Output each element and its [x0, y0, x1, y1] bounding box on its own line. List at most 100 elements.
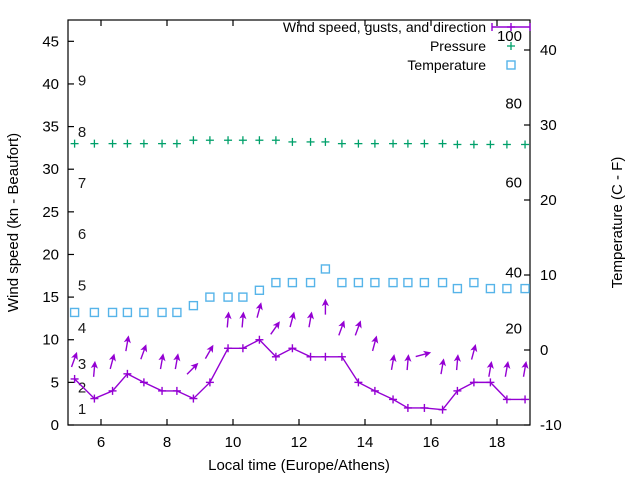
temperature-marker [388, 277, 398, 288]
y-tick-label: 35 [42, 119, 59, 136]
temperature-marker [107, 307, 118, 318]
beaufort-label: 2 [78, 380, 86, 397]
y-tick-label: 45 [42, 33, 59, 50]
x-tick-label: 8 [163, 434, 171, 451]
wind-direction-arrow [288, 311, 296, 328]
y-tick-label: 25 [42, 204, 59, 221]
temperature-marker [69, 307, 80, 318]
wind-direction-arrow [404, 354, 412, 371]
temperature-marker [437, 277, 448, 288]
fahrenheit-label: 40 [505, 264, 522, 281]
temperature-marker [502, 283, 512, 294]
wind-direction-arrow [371, 335, 379, 352]
beaufort-label: 8 [78, 124, 86, 141]
wind-direction-arrow [239, 311, 247, 328]
x-tick-label: 14 [357, 434, 374, 451]
plot-border [67, 19, 531, 426]
temperature-marker [485, 283, 496, 294]
temperature-marker [89, 307, 100, 318]
wind-direction-arrow [354, 320, 362, 336]
y-tick-label: 0 [51, 417, 59, 434]
beaufort-label: 1 [78, 401, 86, 418]
wind-direction-arrow [255, 302, 263, 318]
temperature-marker [506, 60, 516, 70]
y-tick-label: 20 [42, 246, 59, 263]
y2-tick-label: 40 [540, 42, 557, 59]
fahrenheit-label: 60 [505, 174, 522, 191]
y-axis-title: Wind speed (kn - Beaufort) [5, 133, 22, 312]
wind-direction-arrow [321, 298, 329, 315]
temperature-marker [157, 307, 167, 318]
wind-direction-arrow [415, 350, 432, 358]
temperature-marker [139, 307, 149, 318]
beaufort-label: 3 [78, 356, 86, 373]
temperature-marker [223, 292, 233, 302]
wind-direction-arrow [438, 358, 447, 375]
legend-label-2: Temperature [407, 57, 486, 73]
temperature-marker [419, 277, 430, 288]
temperature-marker [305, 277, 316, 288]
fahrenheit-label: 20 [505, 321, 522, 338]
wind-direction-arrow [486, 360, 494, 377]
temperature-marker [469, 277, 479, 288]
y-tick-label: 40 [42, 76, 59, 93]
y2-axis-title: Temperature (C - F) [609, 157, 626, 289]
wind-direction-arrow [389, 354, 397, 371]
wind-direction-arrow [470, 344, 478, 360]
x-tick-label: 6 [97, 434, 105, 451]
x-tick-label: 12 [291, 434, 308, 451]
temperature-marker [122, 307, 133, 318]
wind-direction-arrow [338, 320, 346, 336]
fahrenheit-label: 100 [497, 28, 522, 45]
temperature-marker [254, 285, 265, 295]
x-axis-title: Local time (Europe/Athens) [208, 457, 390, 474]
wind-direction-arrow [158, 353, 166, 370]
temperature-marker [337, 277, 347, 288]
wind-speed-line [74, 338, 526, 411]
x-tick-label: 10 [225, 434, 242, 451]
wind-direction-arrow [140, 344, 148, 360]
beaufort-label: 7 [78, 175, 86, 192]
legend-label-0: Wind speed, gusts, and direction [283, 19, 486, 35]
y2-tick-label: 20 [540, 192, 557, 209]
beaufort-label: 9 [78, 73, 86, 90]
y-tick-label: 10 [42, 332, 59, 349]
wind-direction-arrow [108, 353, 116, 370]
fahrenheit-label: 80 [505, 96, 522, 113]
wind-direction-arrow [123, 335, 131, 352]
temperature-marker [353, 277, 364, 288]
temperature-marker [205, 292, 215, 302]
temperature-marker [271, 277, 281, 288]
y2-tick-label: -10 [540, 417, 562, 434]
beaufort-label: 6 [78, 226, 86, 243]
wind-direction-arrow [503, 360, 511, 377]
wind-direction-arrow [173, 353, 181, 370]
temperature-marker [238, 292, 248, 302]
wind-direction-arrow [453, 354, 461, 371]
wind-direction-arrow [306, 311, 315, 328]
wind-direction-arrow [70, 351, 78, 368]
wind-direction-arrow [224, 311, 232, 328]
x-tick-label: 16 [423, 434, 440, 451]
y-tick-label: 15 [42, 289, 59, 306]
temperature-marker [403, 277, 413, 288]
beaufort-label: 5 [78, 277, 86, 294]
y2-tick-label: 10 [540, 267, 557, 284]
temperature-marker [520, 283, 530, 294]
y2-tick-label: 30 [540, 117, 557, 134]
legend-label-1: Pressure [430, 38, 486, 54]
wind-direction-arrow [90, 360, 98, 377]
wind-direction-arrow [186, 362, 199, 375]
beaufort-label: 4 [78, 320, 86, 337]
wind-direction-arrow [204, 344, 214, 359]
wind-direction-arrow [521, 360, 529, 377]
y-tick-label: 30 [42, 161, 59, 178]
temperature-marker [370, 277, 380, 288]
temperature-marker [287, 277, 298, 288]
temperature-marker [188, 300, 199, 311]
temperature-marker [452, 283, 463, 294]
temperature-marker [320, 264, 331, 274]
temperature-marker [172, 307, 182, 318]
